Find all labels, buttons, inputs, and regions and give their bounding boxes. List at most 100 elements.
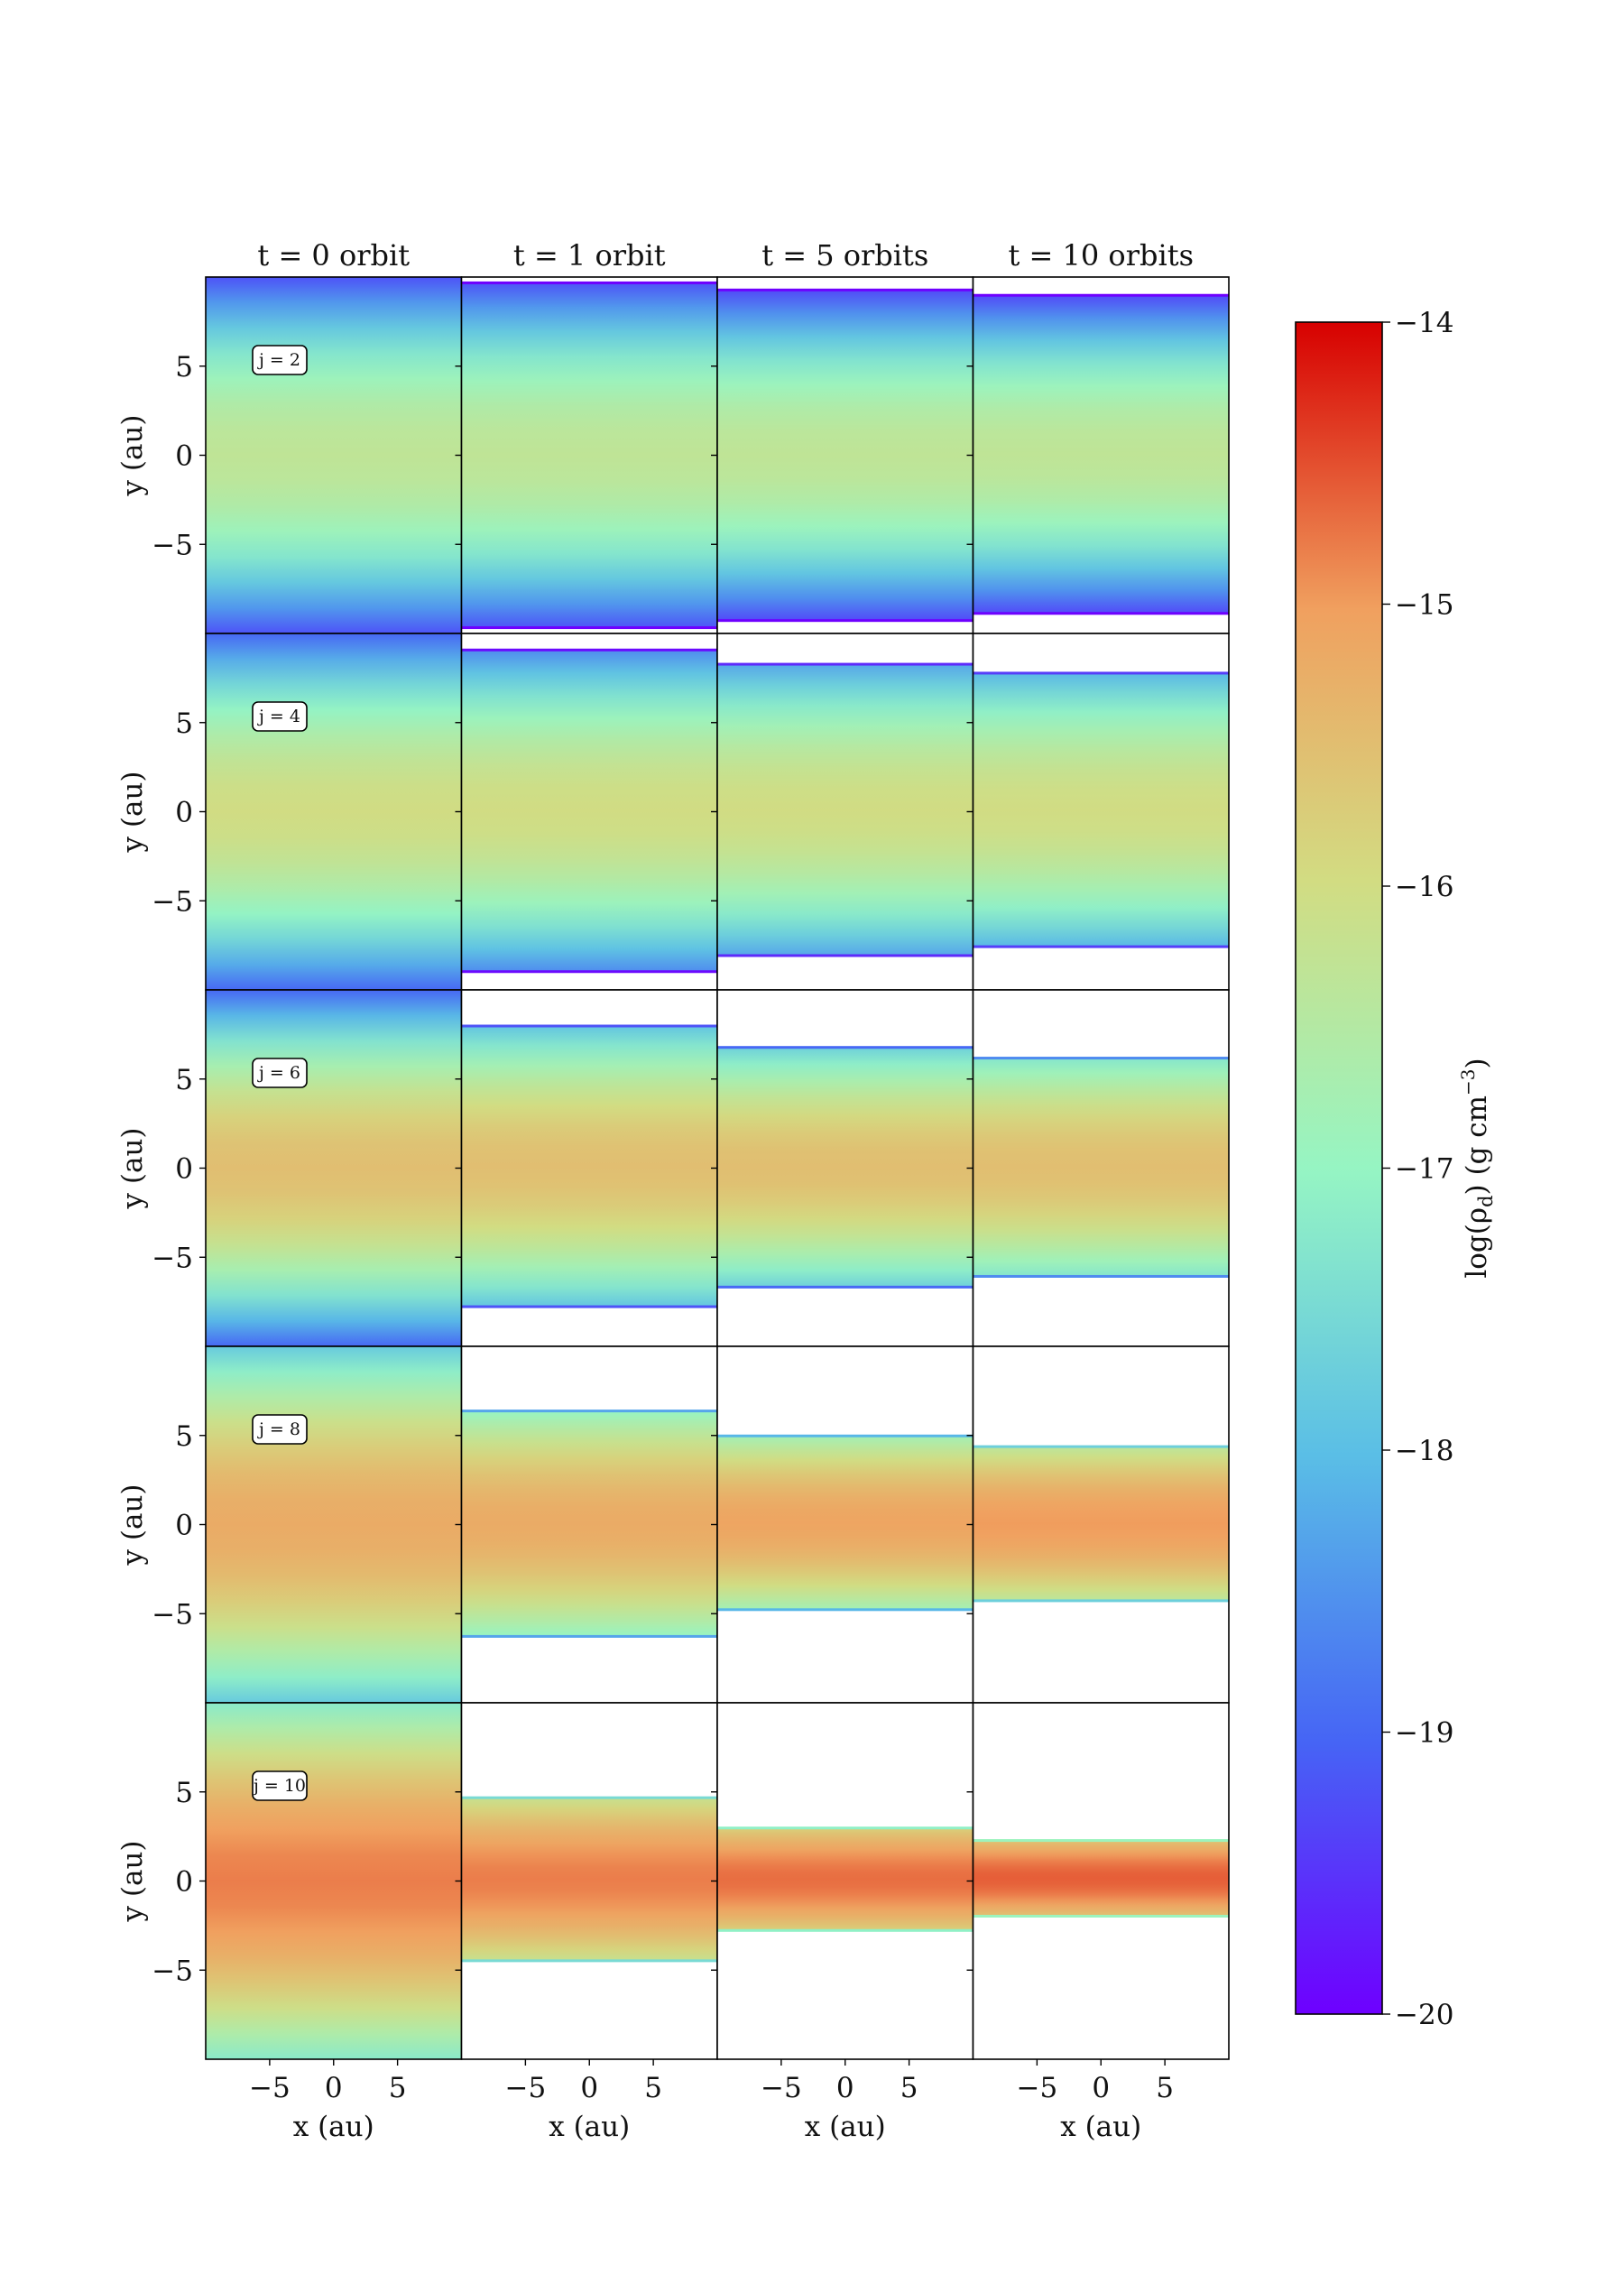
layer-top-edge (717, 1046, 973, 1049)
colorbar-tick-label: −14 (1395, 307, 1453, 339)
layer-bottom-edge (973, 1274, 1229, 1278)
layer-top-edge (717, 662, 973, 666)
row-label: j = 6 (257, 1063, 300, 1083)
y-tick-label: −5 (152, 1242, 193, 1274)
x-tick-label: 5 (389, 2072, 407, 2104)
y-axis-label: y (au) (116, 1484, 149, 1566)
panel (461, 277, 717, 633)
row-label: j = 8 (257, 1419, 300, 1439)
panel (461, 1703, 717, 2059)
y-tick-label: 0 (175, 1510, 193, 1542)
layer-top-edge (461, 1024, 717, 1028)
dust-layer (717, 1435, 973, 1611)
layer-bottom-edge (973, 945, 1229, 948)
x-tick-label: 5 (1156, 2072, 1174, 2104)
dust-layer (206, 277, 462, 633)
dust-layer (717, 1827, 973, 1931)
layer-top-edge (973, 1839, 1229, 1843)
layer-bottom-edge (461, 1959, 717, 1963)
colorbar-tick-label: −15 (1395, 589, 1453, 622)
y-tick-label: −5 (152, 1955, 193, 1987)
panel (717, 633, 973, 990)
x-tick-label: −5 (1017, 2072, 1058, 2104)
panel (973, 1703, 1229, 2059)
dust-layer (973, 1446, 1229, 1602)
layer-top-edge (973, 1057, 1229, 1060)
y-axis-label: y (au) (116, 771, 149, 853)
panel (206, 633, 462, 990)
panel-grid: t = 0 orbit t = 1 orbit t = 5 orbits t = 10… (116, 238, 1230, 2143)
y-tick-label: 5 (175, 351, 193, 384)
dust-layer (461, 282, 717, 629)
row-label-box (252, 1414, 308, 1445)
column-title: t = 5 orbits (761, 238, 928, 273)
layer-top-edge (973, 671, 1229, 675)
panel (717, 1346, 973, 1703)
colorbar-tick-label: −17 (1395, 1153, 1453, 1186)
column-title: t = 0 orbit (257, 238, 410, 273)
dust-layer (206, 633, 462, 990)
panel (717, 990, 973, 1346)
panel (973, 990, 1229, 1346)
y-tick-label: 0 (175, 797, 193, 829)
y-tick-label: −5 (152, 885, 193, 918)
panel (717, 1703, 973, 2059)
panel (717, 277, 973, 633)
x-tick-label: 5 (644, 2072, 662, 2104)
row-label-box (252, 1058, 308, 1088)
layer-top-edge (717, 1434, 973, 1437)
dust-layer (973, 294, 1229, 615)
y-tick-label: 0 (175, 1153, 193, 1186)
layer-top-edge (461, 1796, 717, 1799)
y-tick-label: 5 (175, 1420, 193, 1453)
dust-layer (461, 1410, 717, 1637)
layer-bottom-edge (717, 1285, 973, 1289)
dust-layer (206, 1703, 462, 2059)
dust-layer (717, 289, 973, 622)
panel (206, 990, 462, 1346)
x-tick-label: 0 (836, 2072, 854, 2104)
x-tick-label: −5 (761, 2072, 802, 2104)
panel (206, 277, 462, 633)
x-axis-label: x (au) (1060, 2111, 1141, 2143)
colorbar-tick-label: −18 (1395, 1435, 1453, 1467)
dust-layer (206, 990, 462, 1346)
colorbar-tick-label: −20 (1395, 1999, 1453, 2031)
dust-layer (461, 1797, 717, 1962)
layer-bottom-edge (461, 970, 717, 974)
layer-bottom-edge (461, 1634, 717, 1638)
row-label: j = 2 (257, 350, 300, 370)
dust-layer (206, 1346, 462, 1703)
column-title: t = 1 orbit (513, 238, 666, 273)
y-tick-label: 5 (175, 1064, 193, 1096)
x-tick-label: −5 (505, 2072, 547, 2104)
layer-top-edge (461, 648, 717, 652)
y-axis-label: y (au) (116, 1840, 149, 1922)
x-tick-label: 5 (900, 2072, 918, 2104)
layer-top-edge (461, 281, 717, 284)
y-tick-label: 5 (175, 1777, 193, 1809)
panel (461, 633, 717, 990)
panel (973, 277, 1229, 633)
panel (973, 1346, 1229, 1703)
dust-layer (717, 1047, 973, 1288)
x-tick-label: 0 (1092, 2072, 1110, 2104)
colorbar-tick-label: −19 (1395, 1717, 1453, 1750)
x-axis-label: x (au) (293, 2111, 374, 2143)
layer-bottom-edge (973, 1599, 1229, 1603)
layer-top-edge (973, 293, 1229, 297)
colorbar-gradient (1295, 321, 1383, 2015)
layer-bottom-edge (717, 619, 973, 623)
y-axis-label: y (au) (116, 1127, 149, 1209)
colorbar-label: log(ρd) (g cm−3) (1457, 1058, 1497, 1278)
row-label-box (252, 1770, 308, 1801)
layer-top-edge (461, 1410, 717, 1413)
x-axis-label: x (au) (805, 2111, 886, 2143)
dust-layer (973, 1058, 1229, 1277)
layer-bottom-edge (717, 1928, 973, 1932)
x-tick-label: 0 (325, 2072, 343, 2104)
dust-layer (973, 672, 1229, 948)
x-tick-label: −5 (249, 2072, 291, 2104)
panel (206, 1346, 462, 1703)
